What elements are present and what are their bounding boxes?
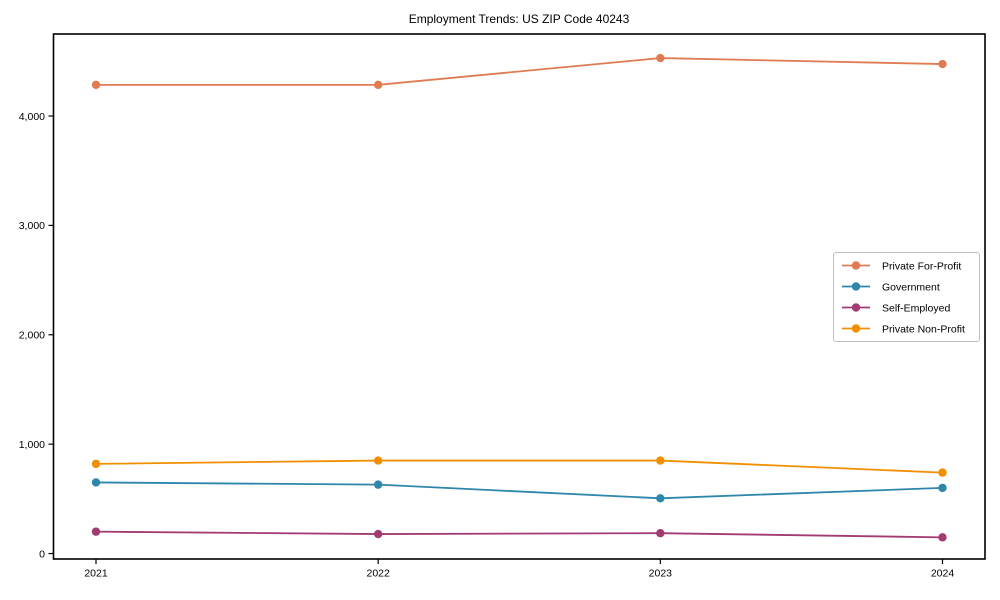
legend-entry-private-non-profit: Private Non-Profit [842,323,965,335]
legend-label: Government [882,281,940,293]
y-tick-label: 2,000 [19,330,45,342]
legend-marker [851,303,861,312]
legend-label: Self-Employed [882,302,950,314]
data-point-private-for-profit-2024 [938,59,947,69]
data-point-government-2021 [91,478,101,487]
y-tick-label: 1,000 [19,439,45,451]
data-point-government-2023 [656,494,665,503]
data-point-self-employed-2023 [656,528,665,538]
data-point-private-for-profit-2022 [373,80,383,90]
legend-marker [851,261,861,270]
y-tick-label: 4,000 [19,111,45,123]
data-point-self-employed-2024 [938,533,947,542]
x-tick-label: 2024 [931,568,955,580]
legend-label: Private For-Profit [882,260,961,272]
series-line-government [95,481,944,500]
legend-label: Private Non-Profit [882,323,965,335]
data-point-government-2024 [938,483,947,493]
data-point-private-non-profit-2024 [938,468,947,477]
chart-title: Employment Trends: US ZIP Code 40243 [409,12,630,26]
legend-entry-government: Government [842,281,940,293]
data-point-private-for-profit-2021 [91,80,101,90]
series-line-self-employed [95,530,944,539]
x-tick-label: 2023 [649,568,673,580]
legend-entry-self-employed: Self-Employed [842,302,950,314]
legend-entry-private-for-profit: Private For-Profit [842,260,961,272]
data-point-private-non-profit-2021 [91,459,101,469]
legend: Private For-Profit Government Self-Employe… [833,252,980,342]
legend-marker [851,324,861,333]
series-line-private-non-profit [95,459,944,474]
plot-layer: 0 1,000 2,000 3,000 4,000 2021 2022 2023 2024 Pri… [19,33,986,580]
legend-marker [851,282,861,291]
data-point-private-non-profit-2023 [656,456,665,465]
legend-box [833,252,980,342]
plot-box [52,33,986,560]
y-tick-label: 0 [39,548,45,560]
x-tick-label: 2021 [84,568,108,580]
y-tick-label: 3,000 [19,220,45,232]
data-point-private-for-profit-2023 [656,53,665,63]
data-point-government-2022 [373,480,383,489]
data-point-self-employed-2021 [91,527,101,536]
data-point-private-non-profit-2022 [373,456,383,465]
series-line-private-for-profit [95,57,944,86]
x-tick-label: 2022 [366,568,390,580]
data-point-self-employed-2022 [373,529,383,539]
